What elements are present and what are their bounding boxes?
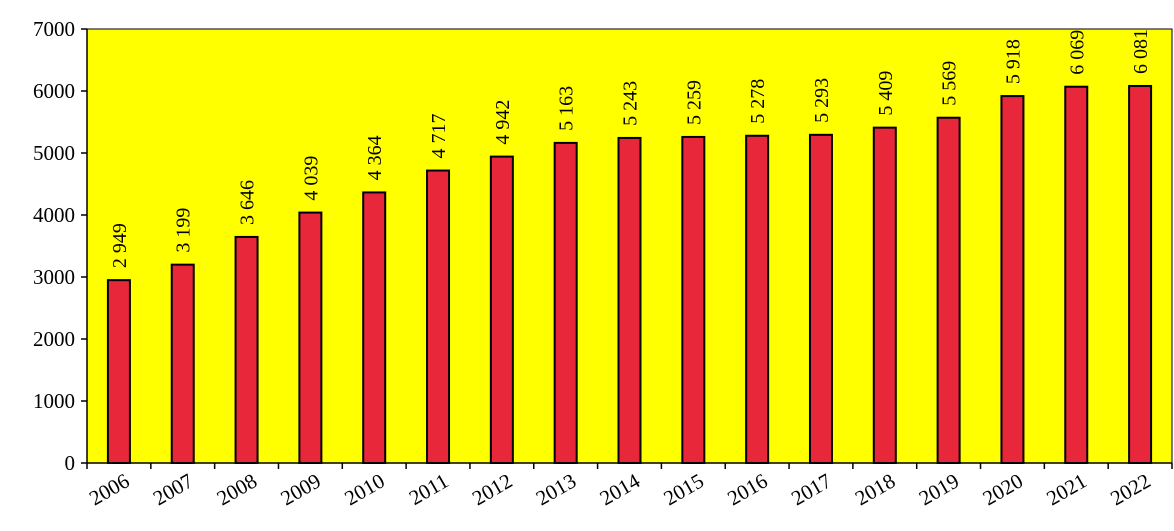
data-label-2015: 5 259 xyxy=(683,80,705,125)
data-label-2006: 2 949 xyxy=(109,223,131,268)
data-label-2009: 4 039 xyxy=(300,156,322,201)
bar-2007 xyxy=(170,263,195,464)
y-tick-label: 1000 xyxy=(33,389,75,413)
bar-2022 xyxy=(1128,84,1153,464)
bar-2010 xyxy=(362,191,387,464)
bar-2009 xyxy=(298,211,323,464)
y-tick-label: 2000 xyxy=(33,327,75,351)
bar-2017 xyxy=(808,133,833,464)
x-tick-label-2020: 2020 xyxy=(979,469,1027,511)
bar-2013 xyxy=(553,141,578,464)
data-label-2008: 3 646 xyxy=(237,180,259,225)
data-label-2012: 4 942 xyxy=(492,100,514,145)
x-tick-label-2006: 2006 xyxy=(85,469,133,511)
data-label-2017: 5 293 xyxy=(811,78,833,123)
x-tick-label-2009: 2009 xyxy=(277,469,325,511)
bar-2014 xyxy=(617,136,642,465)
x-tick-label-2008: 2008 xyxy=(213,469,261,511)
x-tick-label-2021: 2021 xyxy=(1042,469,1090,511)
data-label-2007: 3 199 xyxy=(173,208,195,253)
x-tick-label-2007: 2007 xyxy=(149,469,197,511)
y-tick-label: 3000 xyxy=(33,265,75,289)
x-tick-label-2015: 2015 xyxy=(659,469,707,511)
x-tick-label-2011: 2011 xyxy=(405,469,453,510)
bar-2011 xyxy=(426,169,451,465)
x-tick-label-2017: 2017 xyxy=(787,469,835,511)
y-tick-label: 5000 xyxy=(33,141,75,165)
x-tick-label-2013: 2013 xyxy=(532,469,580,511)
x-tick-label-2018: 2018 xyxy=(851,469,899,511)
y-axis: 0 1000 2000 3000 4000 5000 6000 7000 xyxy=(33,17,88,475)
data-label-2022: 6 081 xyxy=(1130,29,1152,74)
data-label-2019: 5 569 xyxy=(939,61,961,106)
data-label-2010: 4 364 xyxy=(364,135,386,180)
bar-2006 xyxy=(106,279,131,464)
bar-2015 xyxy=(681,135,706,465)
y-tick-label: 7000 xyxy=(33,17,75,41)
bars: 2 949 3 199 3 646 4 039 4 364 4 717 4 942 5 163… xyxy=(106,29,1153,465)
bar-2020 xyxy=(1000,95,1025,464)
y-tick-label: 4000 xyxy=(33,203,75,227)
data-label-2020: 5 918 xyxy=(1002,39,1024,84)
data-label-2011: 4 717 xyxy=(428,114,450,159)
x-tick-label-2016: 2016 xyxy=(723,469,771,511)
bar-2018 xyxy=(872,126,897,464)
data-label-2018: 5 409 xyxy=(875,71,897,116)
x-axis: 2006 2007 2008 2009 2010 2011 2012 2013 2014 2015… xyxy=(85,462,1173,511)
x-tick-label-2019: 2019 xyxy=(915,469,963,511)
x-tick-label-2012: 2012 xyxy=(468,469,516,511)
bar-2016 xyxy=(745,134,770,464)
x-tick-label-2010: 2010 xyxy=(340,469,388,511)
data-label-2013: 5 163 xyxy=(556,86,578,131)
bar-2012 xyxy=(489,155,514,464)
bar-2019 xyxy=(936,116,961,465)
data-label-2021: 6 069 xyxy=(1066,30,1088,75)
data-label-2016: 5 278 xyxy=(747,79,769,124)
y-tick-label: 0 xyxy=(65,451,76,475)
x-tick-label-2014: 2014 xyxy=(596,468,645,510)
x-tick-label-2022: 2022 xyxy=(1106,469,1154,511)
bar-2021 xyxy=(1064,85,1089,465)
bar-2008 xyxy=(234,235,259,464)
y-tick-label: 6000 xyxy=(33,79,75,103)
data-label-2014: 5 243 xyxy=(620,81,642,126)
